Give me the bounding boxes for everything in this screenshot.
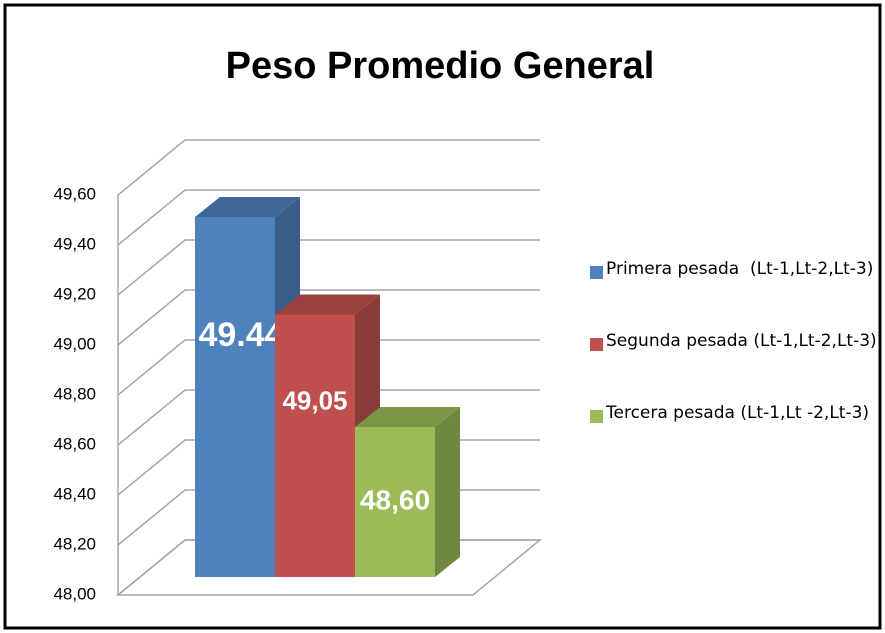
legend-label: Segunda pesada (Lt-1,Lt-2,Lt-3) — [606, 331, 877, 351]
chart-title: Peso Promedio General — [226, 45, 655, 87]
y-tick-label: 48,40 — [53, 484, 96, 503]
grid-line — [117, 189, 540, 246]
data-label: 49.44 — [198, 316, 283, 354]
bar-top — [195, 197, 300, 217]
bar — [275, 314, 355, 577]
y-tick-label: 49,00 — [53, 334, 96, 353]
grid-line — [117, 239, 540, 296]
y-tick-label: 49,20 — [53, 284, 96, 303]
grid-line — [117, 289, 540, 346]
legend-swatch — [590, 410, 603, 423]
data-label: 49,05 — [282, 385, 347, 415]
bar — [195, 217, 275, 577]
y-tick-label: 48,00 — [53, 584, 96, 603]
y-tick-label: 49,40 — [53, 234, 96, 253]
y-tick-label: 49,60 — [53, 184, 96, 203]
legend-swatch — [590, 338, 603, 351]
y-tick-label: 48,80 — [53, 384, 96, 403]
bar-top — [275, 294, 380, 315]
legend-label: Tercera pesada (Lt-1,Lt -2,Lt-3) — [606, 403, 870, 423]
data-label: 48,60 — [360, 484, 430, 515]
bar-side — [435, 407, 460, 577]
grid-line — [117, 339, 540, 396]
grid-line — [117, 389, 540, 446]
y-tick-label: 48,20 — [53, 534, 96, 553]
legend-label: Primera pesada (Lt-1,Lt-2,Lt-3) — [606, 259, 874, 279]
grid-line — [117, 139, 540, 196]
legend-swatch — [590, 266, 603, 279]
bar — [355, 427, 435, 577]
y-tick-label: 48,60 — [53, 434, 96, 453]
bar-top — [355, 407, 460, 427]
